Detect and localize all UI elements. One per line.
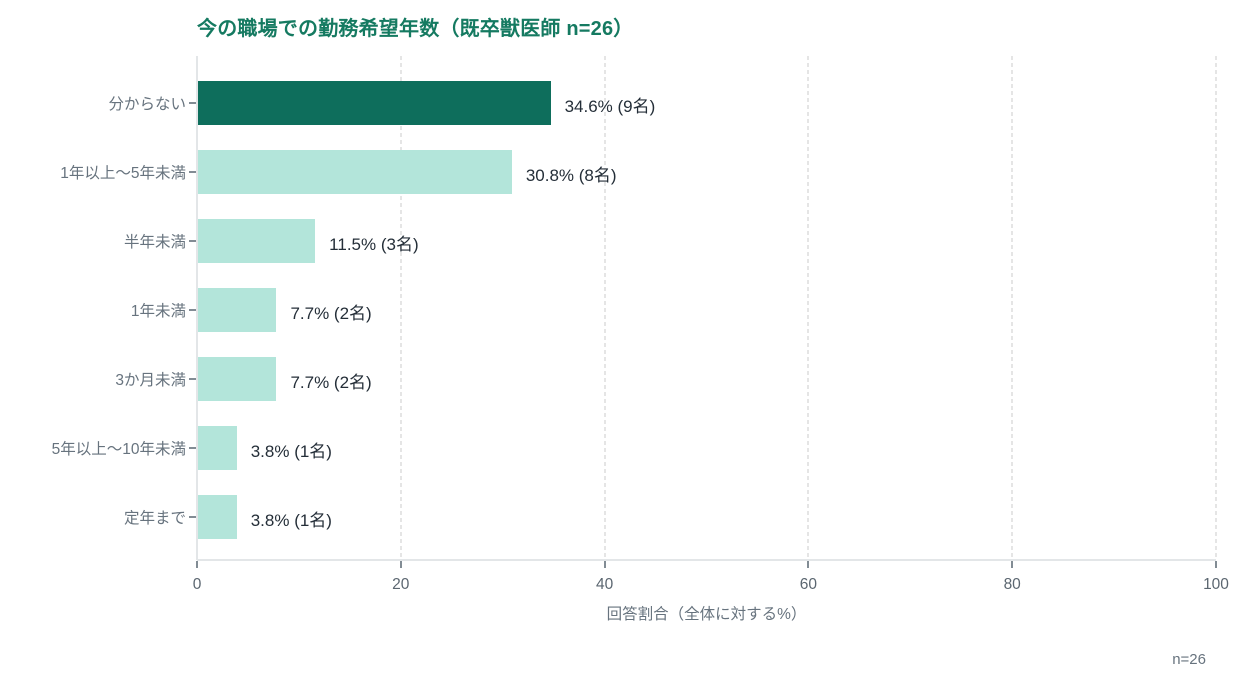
x-tick-label: 100: [1203, 576, 1229, 593]
x-tick-mark: [603, 561, 606, 568]
bar-value-label: 7.7% (2名): [290, 373, 372, 392]
bar: [198, 150, 512, 194]
bar: [198, 81, 551, 125]
y-tick-mark: [189, 102, 196, 104]
bar-value-label: 34.6% (9名): [564, 97, 656, 116]
x-tick-mark: [196, 561, 198, 568]
chart-title: 今の職場での勤務希望年数（既卒獣医師 n=26）: [197, 18, 634, 40]
bar-value-label: 30.8% (8名): [525, 166, 617, 185]
gridline: [399, 56, 402, 560]
x-axis-line: [197, 559, 1216, 561]
y-tick-mark: [189, 447, 196, 449]
x-tick-label: 20: [392, 576, 410, 593]
gridline: [1011, 56, 1014, 560]
gridline: [603, 56, 606, 560]
x-tick-mark: [1011, 561, 1014, 568]
bar: [198, 357, 277, 401]
category-label: 1年未満: [130, 303, 186, 320]
x-tick-label: 0: [192, 576, 202, 593]
y-axis-spine: [196, 56, 198, 560]
category-label: 1年以上〜5年未満: [60, 165, 186, 182]
bar: [198, 219, 316, 263]
x-tick-mark: [807, 561, 810, 568]
sample-size-note: n=26: [1172, 651, 1206, 668]
category-label: 定年まで: [123, 510, 186, 527]
bar-value-label: 3.8% (1名): [250, 442, 332, 461]
y-tick-mark: [189, 240, 196, 242]
y-tick-mark: [189, 378, 196, 380]
y-tick-mark: [189, 171, 196, 173]
category-label: 半年未満: [123, 234, 186, 251]
y-tick-mark: [189, 516, 196, 518]
category-label: 3か月未満: [115, 372, 186, 389]
y-tick-mark: [189, 309, 196, 311]
bar-value-label: 7.7% (2名): [290, 304, 372, 323]
x-tick-mark: [1215, 561, 1217, 568]
x-axis-title: 回答割合（全体に対する%）: [606, 606, 807, 623]
bar: [198, 426, 237, 470]
x-tick-mark: [399, 561, 402, 568]
bar: [198, 288, 277, 332]
category-label: 5年以上〜10年未満: [51, 441, 186, 458]
category-label: 分からない: [108, 96, 186, 113]
gridline: [807, 56, 810, 560]
gridline: [1215, 56, 1217, 560]
bar-value-label: 11.5% (3名): [329, 235, 419, 254]
x-tick-label: 40: [595, 576, 614, 593]
bar-value-label: 3.8% (1名): [250, 511, 332, 530]
x-tick-label: 60: [799, 576, 818, 593]
x-tick-label: 80: [1003, 576, 1021, 593]
bar: [198, 495, 237, 539]
